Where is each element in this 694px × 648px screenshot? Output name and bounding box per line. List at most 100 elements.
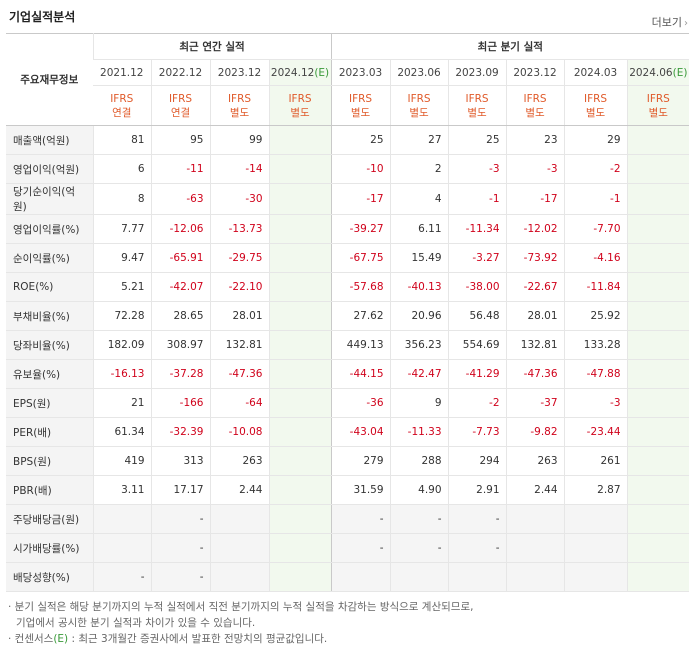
period-date: 2024.12(E)	[268, 59, 332, 86]
cell-value: -7.70	[563, 214, 628, 244]
cell-value	[268, 272, 332, 302]
row-label: PER(배)	[6, 417, 93, 447]
cell-value: 263	[209, 446, 269, 476]
cell-value: -	[330, 504, 391, 534]
cell-value: 28.01	[505, 301, 565, 331]
cell-value	[268, 504, 332, 534]
cell-value: -63	[150, 183, 210, 215]
cell-value	[92, 533, 151, 563]
cell-value	[626, 243, 690, 273]
cell-value: -17	[330, 183, 391, 215]
cell-value	[268, 417, 332, 447]
cell-value	[268, 214, 332, 244]
cell-value: -2	[447, 388, 507, 418]
table-row: EPS(원) 21 -166 -64 -36 9 -2 -37 -3	[6, 388, 690, 418]
cell-value	[626, 125, 690, 155]
period-date: 2023.12	[209, 59, 269, 86]
cell-value: 99	[209, 125, 269, 155]
cell-value: 294	[447, 446, 507, 476]
cell-value	[209, 562, 269, 592]
cell-value: -42.07	[150, 272, 210, 302]
period-standard: IFRS 별도	[389, 85, 449, 126]
table-row: 주당배당금(원) - - - -	[6, 504, 690, 534]
cell-value: -4.16	[563, 243, 628, 273]
table-row: PBR(배) 3.11 17.17 2.44 31.59 4.90 2.91 2.44 2.87	[6, 475, 690, 505]
period-standard: IFRS 별도	[505, 85, 565, 126]
estimate-mark: (E)	[672, 66, 688, 79]
period-standard: IFRS 별도	[330, 85, 391, 126]
table-row: 영업이익(억원) 6 -11 -14 -10 2 -3 -3 -2	[6, 154, 690, 184]
more-link[interactable]: 더보기 ›	[652, 14, 688, 30]
period-standard: IFRS 별도	[626, 85, 690, 126]
row-label: 부채비율(%)	[6, 301, 93, 331]
cell-value: 313	[150, 446, 210, 476]
cell-value: -9.82	[505, 417, 565, 447]
cell-value: 2	[389, 154, 449, 184]
table-row: 매출액(억원) 81 95 99 25 27 25 23 29	[6, 125, 690, 155]
cell-value	[563, 504, 628, 534]
note-2: 기업에서 공시한 분기 실적과 차이가 있을 수 있습니다.	[16, 617, 256, 629]
cell-value: -	[150, 533, 210, 563]
cell-value	[268, 243, 332, 273]
cell-value: 25	[447, 125, 507, 155]
cell-value: 4.90	[389, 475, 449, 505]
table-row: ROE(%) 5.21 -42.07 -22.10 -57.68 -40.13 -38.00…	[6, 272, 690, 302]
cell-value: 5.21	[92, 272, 151, 302]
period-standard: IFRS 연결	[93, 85, 151, 126]
cell-value: -11.34	[447, 214, 507, 244]
cell-value: 3.11	[92, 475, 151, 505]
footnotes: · 분기 실적은 해당 분기까지의 누적 실적에서 직전 분기까지의 누적 실적…	[8, 599, 473, 647]
cell-value	[268, 446, 332, 476]
cell-value	[626, 446, 690, 476]
table-row: 시가배당률(%) - - - -	[6, 533, 690, 563]
cell-value: -12.06	[150, 214, 210, 244]
cell-value	[268, 359, 332, 389]
cell-value: 28.65	[150, 301, 210, 331]
cell-value: -12.02	[505, 214, 565, 244]
cell-value: 7.77	[92, 214, 151, 244]
cell-value: 6.11	[389, 214, 449, 244]
cell-value: -17	[505, 183, 565, 215]
label-header: 주요재무정보	[6, 33, 93, 126]
cell-value: -37	[505, 388, 565, 418]
table-row: PER(배) 61.34 -32.39 -10.08 -43.04 -11.33 -7.73…	[6, 417, 690, 447]
cell-value	[268, 533, 332, 563]
row-label: PBR(배)	[6, 475, 93, 505]
cell-value	[268, 154, 332, 184]
cell-value: -36	[330, 388, 391, 418]
table-row: 당좌비율(%) 182.09 308.97 132.81 449.13 356.23 554…	[6, 330, 690, 360]
cell-value	[626, 562, 690, 592]
cell-value: 133.28	[563, 330, 628, 360]
cell-value	[268, 330, 332, 360]
cell-value: -	[330, 533, 391, 563]
cell-value: -11	[150, 154, 210, 184]
annual-header: 최근 연간 실적	[92, 33, 332, 60]
cell-value: 25	[330, 125, 391, 155]
cell-value: 263	[505, 446, 565, 476]
cell-value: -	[150, 562, 210, 592]
period-date: 2024.06(E)	[626, 59, 690, 86]
cell-value	[268, 475, 332, 505]
cell-value: 2.44	[505, 475, 565, 505]
cell-value: -11.84	[563, 272, 628, 302]
cell-value: -3.27	[447, 243, 507, 273]
cell-value: -73.92	[505, 243, 565, 273]
chevron-right-icon: ›	[684, 18, 688, 29]
cell-value: 2.44	[209, 475, 269, 505]
cell-value: -47.36	[505, 359, 565, 389]
cell-value: -3	[563, 388, 628, 418]
row-label: 당기순이익(억원)	[6, 183, 93, 215]
cell-value	[209, 504, 269, 534]
cell-value: 72.28	[92, 301, 151, 331]
cell-value: 95	[150, 125, 210, 155]
cell-value	[626, 417, 690, 447]
cell-value	[626, 504, 690, 534]
cell-value	[268, 183, 332, 215]
cell-value: -	[447, 533, 507, 563]
cell-value	[330, 562, 391, 592]
cell-value: 9	[389, 388, 449, 418]
row-label: BPS(원)	[6, 446, 93, 476]
cell-value: 6	[92, 154, 151, 184]
cell-value: 28.01	[209, 301, 269, 331]
cell-value: -	[447, 504, 507, 534]
